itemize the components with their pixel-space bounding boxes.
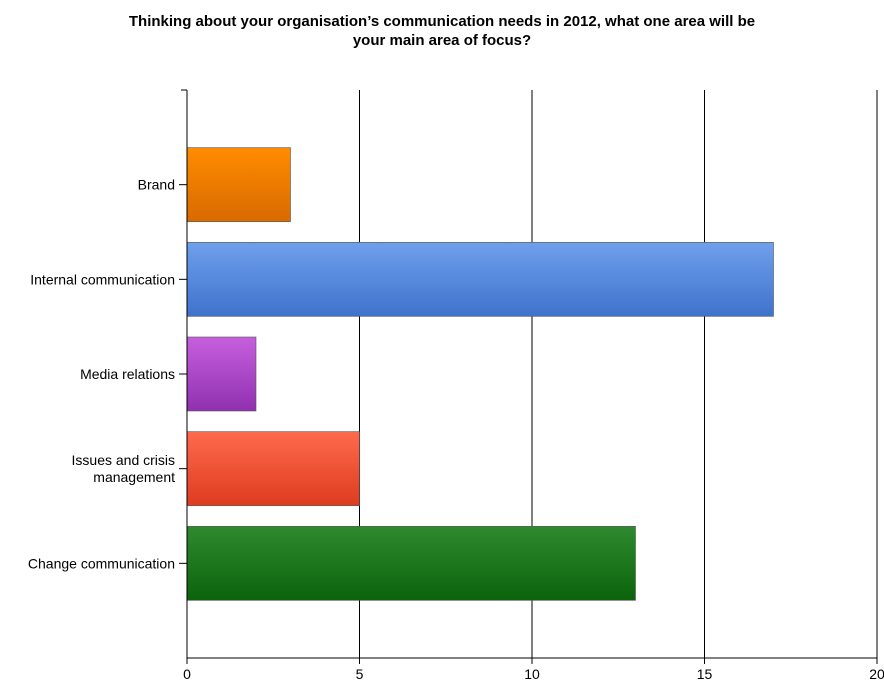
category-label-3-line-1: management: [93, 469, 175, 485]
category-label-0-line-0: Brand: [138, 177, 175, 193]
category-label-4-line-0: Change communication: [28, 555, 175, 571]
x-tick-label-1: 5: [356, 666, 364, 682]
chart-title: Thinking about your organisation’s commu…: [0, 12, 884, 50]
axes: [179, 89, 878, 664]
bar-3: [186, 431, 360, 506]
bar-0: [186, 147, 291, 222]
category-label-3-line-0: Issues and crisis: [72, 452, 175, 468]
category-label-2-line-0: Media relations: [80, 366, 175, 382]
x-tick-label-3: 15: [697, 666, 713, 682]
category-label-1: Internal communication: [30, 271, 175, 287]
chart-title-line-2: your main area of focus?: [352, 32, 532, 49]
x-tick-label-0: 0: [183, 666, 191, 682]
category-label-1-line-0: Internal communication: [30, 271, 175, 287]
category-label-4: Change communication: [28, 555, 175, 571]
x-tick-label-4: 20: [869, 666, 884, 682]
bar-1: [186, 242, 774, 317]
labels: 0 5 10 15 20 Brand Internal communication Media…: [28, 177, 884, 682]
category-label-0: Brand: [138, 177, 175, 193]
bars: [186, 147, 774, 601]
bar-4: [186, 526, 636, 601]
x-tick-label-2: 10: [524, 666, 540, 682]
chart-title-line-1: Thinking about your organisation’s commu…: [128, 13, 756, 30]
bar-2: [186, 336, 257, 412]
category-label-3: Issues and crisis management: [72, 452, 176, 485]
category-label-2: Media relations: [80, 366, 175, 382]
